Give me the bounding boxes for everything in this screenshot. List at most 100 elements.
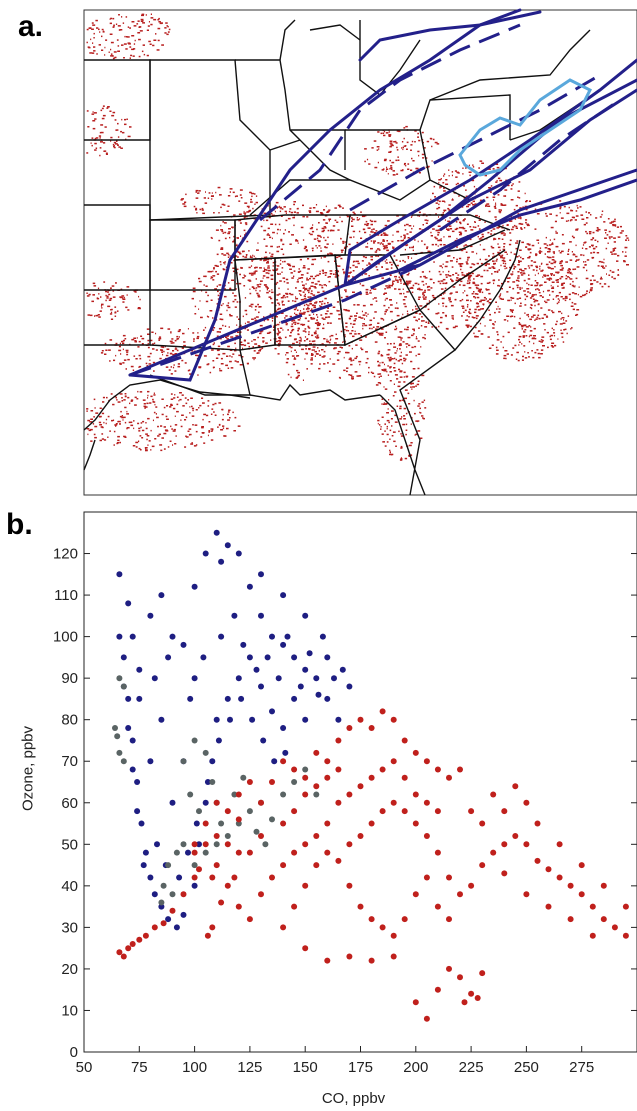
cloud-speck [519, 317, 521, 320]
cloud-speck [448, 175, 450, 177]
cloud-speck [108, 299, 112, 301]
cloud-speck [528, 340, 531, 343]
scatter-point-red [129, 941, 136, 947]
cloud-speck [203, 284, 205, 286]
cloud-speck [448, 270, 450, 273]
cloud-speck [233, 214, 236, 216]
cloud-speck [281, 208, 284, 210]
cloud-speck [459, 264, 462, 266]
scatter-point-gray [235, 820, 242, 827]
cloud-speck [424, 277, 428, 279]
cloud-speck [409, 246, 411, 249]
cloud-speck [473, 263, 476, 266]
cloud-speck [87, 419, 90, 422]
cloud-speck [351, 347, 353, 350]
cloud-speck [313, 306, 316, 309]
cloud-speck [524, 329, 527, 331]
cloud-speck [172, 444, 174, 446]
cloud-speck [196, 354, 200, 357]
cloud-speck [326, 310, 329, 312]
cloud-speck [170, 403, 173, 406]
cloud-speck [133, 337, 136, 339]
cloud-speck [170, 393, 173, 395]
scatter-point-blue [136, 695, 143, 702]
cloud-speck [346, 215, 350, 218]
cloud-speck [380, 132, 383, 135]
cloud-speck [107, 436, 109, 438]
cloud-speck [401, 316, 403, 319]
cloud-speck [425, 283, 427, 285]
cloud-speck [423, 275, 426, 278]
cloud-speck [449, 300, 452, 303]
cloud-speck [319, 363, 321, 365]
cloud-speck [265, 256, 268, 258]
cloud-speck [223, 435, 226, 437]
cloud-speck [370, 258, 373, 261]
cloud-speck [342, 207, 344, 209]
cloud-speck [138, 427, 141, 430]
cloud-speck [471, 179, 474, 182]
cloud-speck [568, 206, 570, 209]
cloud-speck [109, 18, 111, 20]
cloud-speck [116, 399, 118, 401]
cloud-speck [137, 20, 140, 22]
cloud-speck [392, 283, 394, 285]
scatter-point-blue [129, 766, 136, 773]
cloud-speck [377, 360, 379, 363]
cloud-speck [190, 443, 194, 445]
cloud-speck [137, 422, 140, 425]
cloud-speck [627, 239, 630, 241]
cloud-speck [416, 320, 418, 322]
cloud-speck [342, 268, 344, 271]
cloud-speck [216, 319, 218, 321]
cloud-speck [584, 241, 587, 243]
cloud-speck [536, 288, 539, 290]
cloud-speck [386, 246, 388, 249]
cloud-speck [502, 335, 505, 338]
scatter-point-blue [169, 633, 176, 640]
cloud-speck [445, 274, 448, 276]
cloud-speck [104, 353, 107, 355]
cloud-speck [453, 257, 455, 259]
cloud-speck [278, 304, 281, 306]
cloud-speck [385, 331, 388, 333]
cloud-speck [302, 324, 304, 326]
cloud-speck [226, 252, 229, 255]
cloud-speck [546, 278, 550, 280]
cloud-speck [217, 294, 220, 297]
cloud-speck [563, 205, 566, 208]
cloud-speck [549, 335, 551, 338]
cloud-speck [418, 139, 421, 142]
cloud-speck [172, 353, 175, 356]
cloud-speck [141, 337, 145, 340]
cloud-speck [186, 416, 188, 419]
cloud-speck [492, 267, 496, 269]
cloud-speck [237, 425, 241, 427]
cloud-speck [306, 272, 309, 274]
cloud-speck [353, 319, 356, 322]
cloud-speck [381, 318, 384, 320]
scatter-point-blue [213, 716, 220, 723]
cloud-speck [119, 296, 122, 298]
cloud-speck [624, 255, 627, 257]
cloud-speck [169, 340, 173, 343]
cloud-speck [366, 357, 369, 360]
scatter-point-blue [165, 916, 172, 923]
cloud-speck [119, 342, 121, 345]
cloud-speck [534, 284, 538, 287]
cloud-speck [524, 304, 527, 306]
scatter-point-blue [147, 612, 154, 619]
cloud-speck [621, 230, 624, 232]
cloud-speck [329, 312, 333, 315]
cloud-speck [176, 338, 180, 340]
cloud-speck [370, 223, 373, 226]
cloud-speck [90, 428, 93, 431]
cloud-speck [400, 235, 402, 238]
cloud-speck [122, 416, 126, 419]
cloud-speck [220, 224, 222, 227]
cloud-speck [307, 268, 310, 270]
cloud-speck [603, 221, 606, 223]
x-tick-label: 100 [182, 1059, 207, 1076]
cloud-speck [100, 352, 104, 354]
cloud-speck [351, 218, 355, 221]
